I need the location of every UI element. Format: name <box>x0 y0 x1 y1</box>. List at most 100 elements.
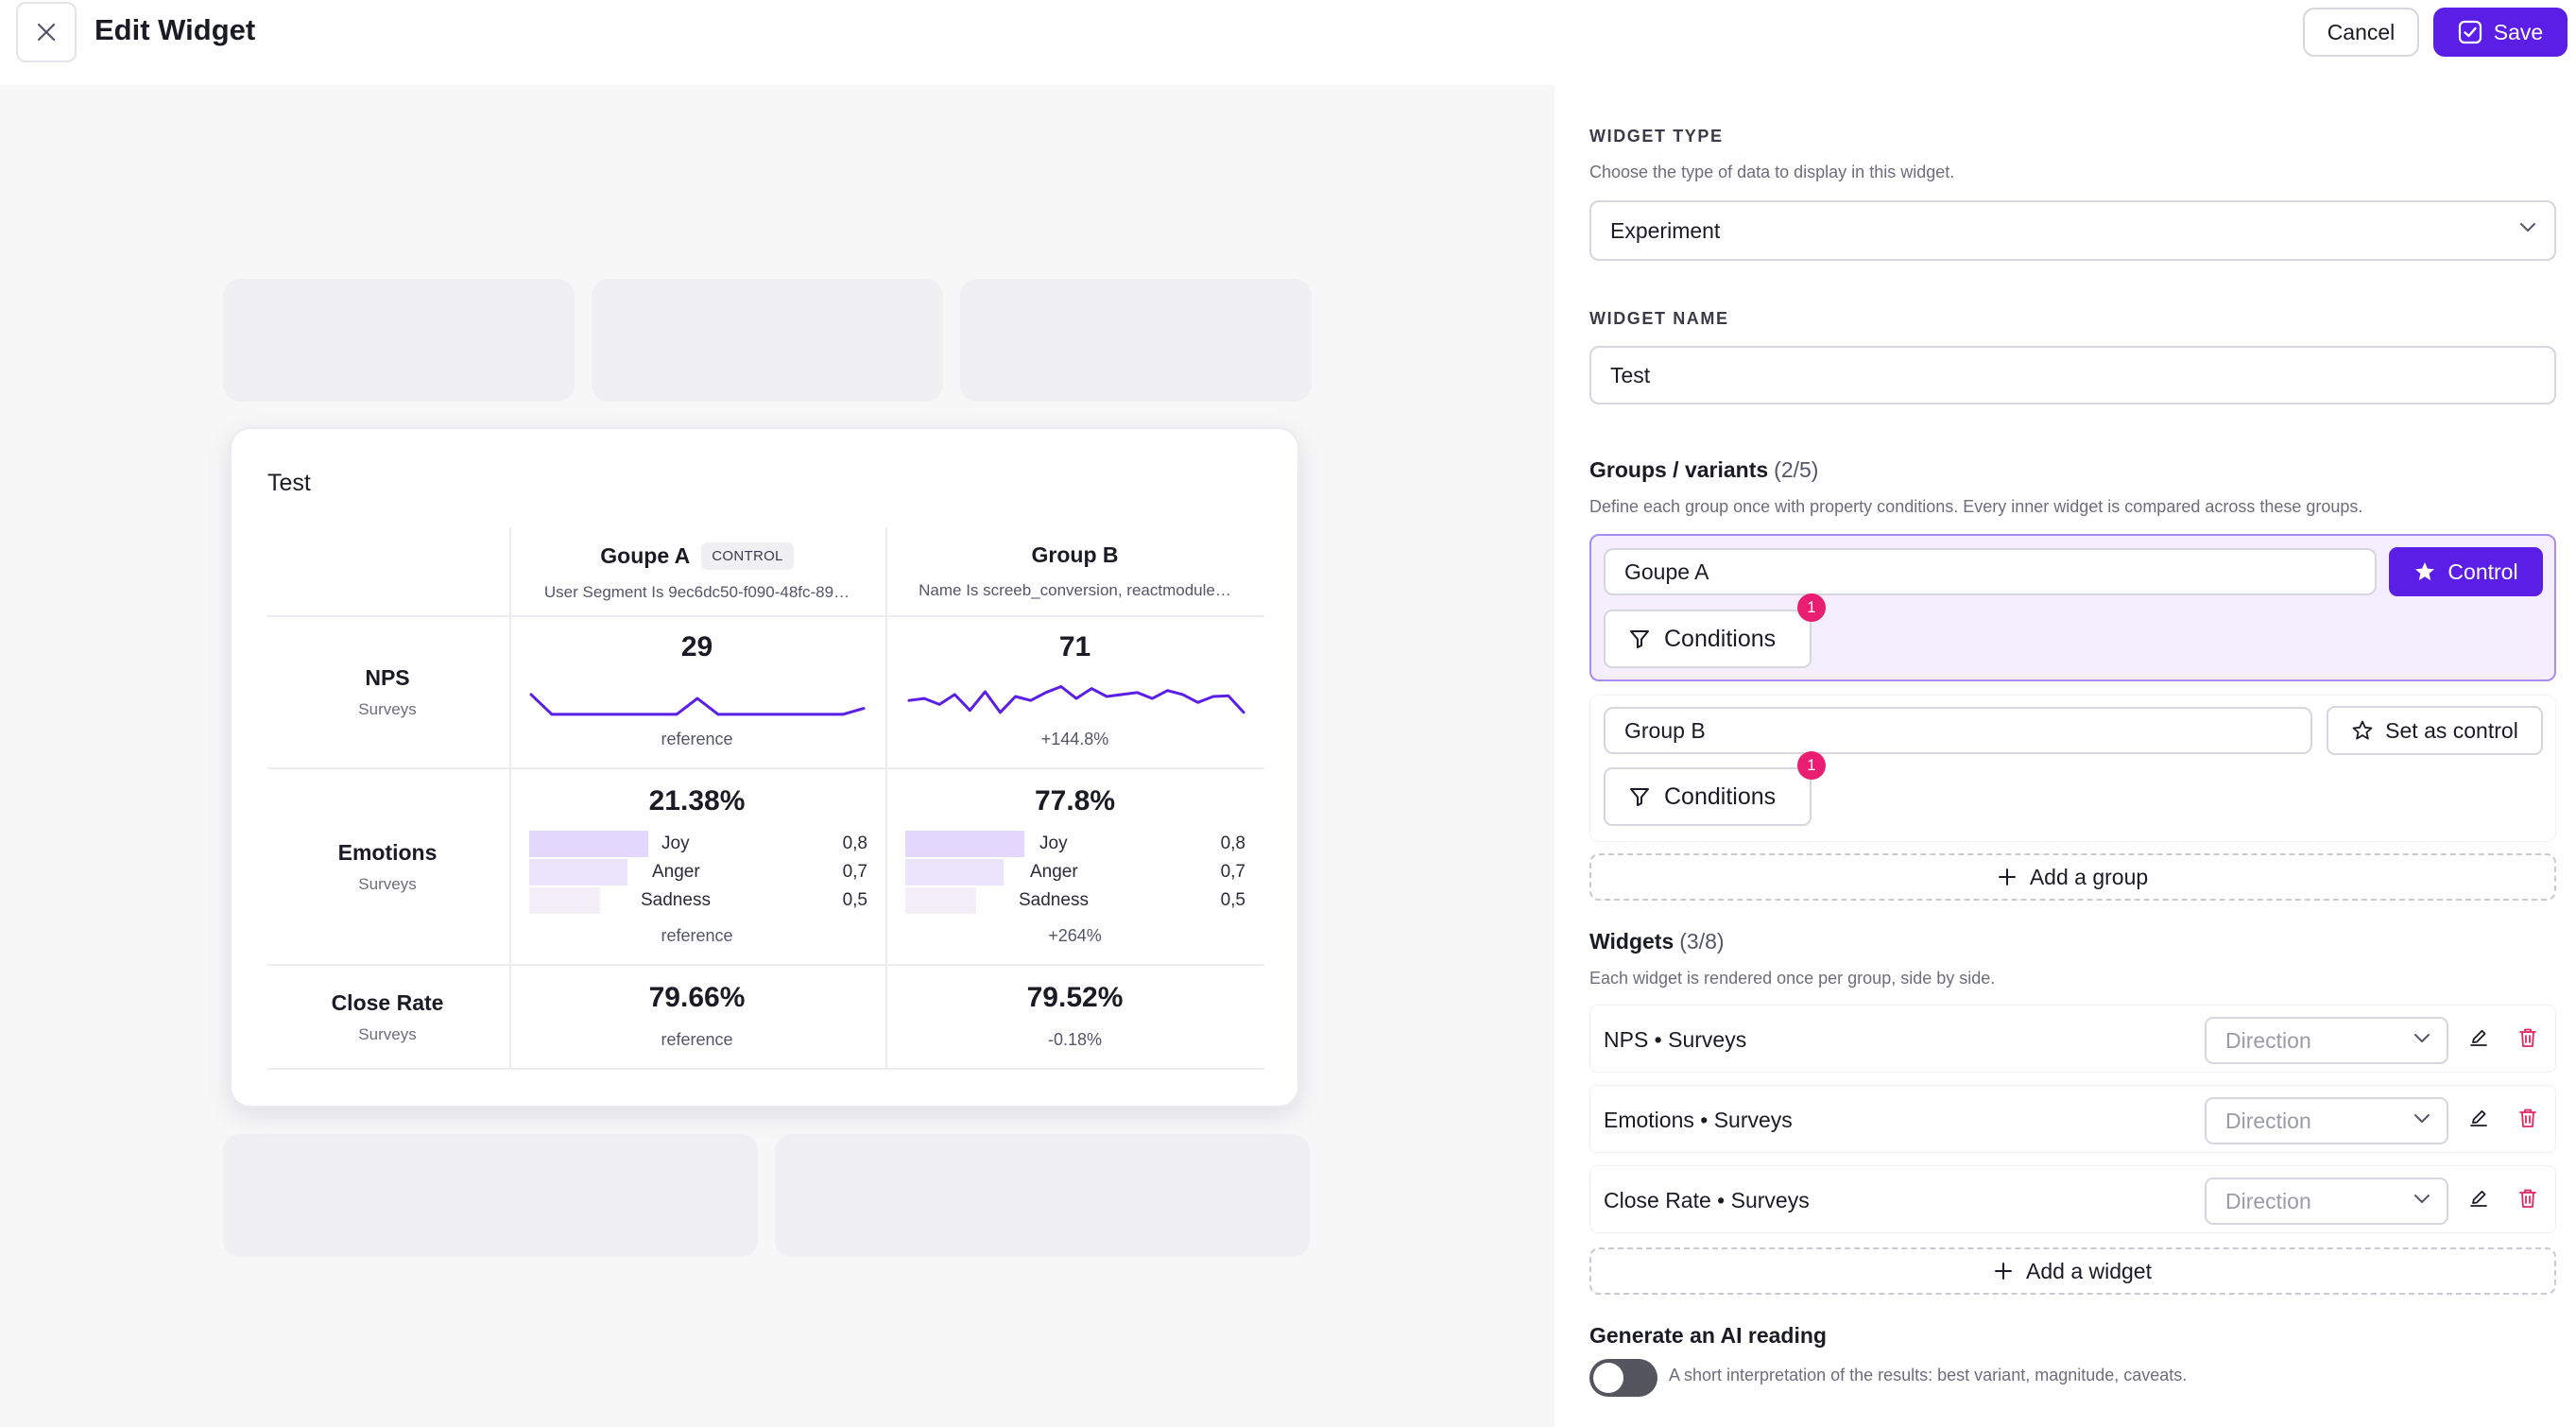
widget-type-label: WIDGET TYPE <box>1589 127 1724 146</box>
nps-sparkline <box>907 685 1245 714</box>
emotion-label: Joy <box>661 834 690 853</box>
close-rate-value: 79.52% <box>1026 982 1124 1013</box>
page-title: Edit Widget <box>94 13 256 46</box>
emotion-value: 0,8 <box>842 834 867 853</box>
emotions-value: 21.38% <box>648 785 746 817</box>
edit-icon[interactable] <box>2467 1187 2490 1210</box>
add-group-button[interactable]: Add a group <box>1589 853 2556 901</box>
trash-icon[interactable] <box>2516 1026 2539 1049</box>
emotions-delta: reference <box>661 926 733 945</box>
ai-reading-toggle[interactable] <box>1589 1359 1657 1397</box>
column-divider <box>885 527 887 1070</box>
emotion-bar <box>905 859 1004 885</box>
widgets-description: Each widget is rendered once per group, … <box>1589 969 1996 988</box>
emotion-value: 0,7 <box>1220 862 1245 882</box>
placeholder-widget <box>592 279 943 402</box>
row-label-nps: NPS Surveys <box>358 665 417 718</box>
group-column-header: Group B Name Is screeb_conversion, react… <box>902 542 1247 600</box>
emotions-delta: +264% <box>1048 926 1102 945</box>
row-divider <box>267 767 1264 769</box>
emotion-label: Sadness <box>641 890 711 910</box>
plus-icon <box>1998 868 2016 885</box>
emotion-label: Sadness <box>1019 890 1089 910</box>
widget-row-label: Close Rate • Surveys <box>1604 1187 1810 1212</box>
widget-type-select[interactable]: Experiment <box>1589 200 2556 261</box>
group-condition: Name Is screeb_conversion, reactmodule… <box>919 581 1231 599</box>
conditions-button[interactable]: Conditions <box>1604 610 1812 668</box>
emotion-value: 0,7 <box>842 862 867 882</box>
emotion-label: Joy <box>1039 834 1068 853</box>
groups-section-title: Groups / variants (2/5) <box>1589 457 1819 482</box>
chevron-down-icon <box>2414 1034 2430 1042</box>
group-condition: User Segment Is 9ec6dc50-f090-48fc-89… <box>543 583 850 601</box>
close-rate-value: 79.66% <box>648 982 746 1013</box>
set-as-control-button[interactable]: Set as control <box>2327 706 2543 755</box>
row-label-emotions: Emotions Surveys <box>337 840 438 893</box>
filter-icon <box>1630 788 1649 806</box>
placeholder-widget <box>223 279 575 402</box>
widgets-section-title: Widgets (3/8) <box>1589 929 1725 954</box>
emotion-bar <box>529 887 600 914</box>
direction-select[interactable]: Direction <box>2205 1178 2448 1225</box>
widgets-count: (3/8) <box>1679 929 1725 954</box>
save-button[interactable]: Save <box>2433 8 2567 57</box>
conditions-button[interactable]: Conditions <box>1604 767 1812 826</box>
nps-delta: +144.8% <box>1040 730 1109 748</box>
row-divider <box>267 615 1264 617</box>
trash-icon[interactable] <box>2516 1187 2539 1210</box>
widget-type-value: Experiment <box>1610 217 1721 243</box>
chevron-down-icon <box>2414 1114 2430 1123</box>
group-name-input[interactable]: Group B <box>1604 707 2312 754</box>
edit-icon[interactable] <box>2467 1026 2490 1049</box>
emotion-value: 0,8 <box>1220 834 1245 853</box>
sparkline-path <box>529 693 866 716</box>
widget-row-label: NPS • Surveys <box>1604 1026 1747 1052</box>
star-outline-icon <box>2352 720 2373 740</box>
widget-preview-title: Test <box>267 470 311 496</box>
close-button[interactable] <box>16 2 77 62</box>
widget-name-value: Test <box>1610 362 1651 387</box>
top-bar: Edit Widget Cancel Save <box>0 0 2576 85</box>
emotion-bar <box>905 831 1024 857</box>
widget-row: Close Rate • Surveys Direction <box>1589 1165 2556 1233</box>
close-rate-delta: -0.18% <box>1047 1030 1103 1049</box>
control-badge: CONTROL <box>701 542 794 570</box>
widget-row: NPS • Surveys Direction <box>1589 1005 2556 1073</box>
chevron-down-icon <box>2414 1195 2430 1203</box>
groups-description: Define each group once with property con… <box>1589 497 2363 516</box>
nps-delta: reference <box>661 730 733 748</box>
direction-select[interactable]: Direction <box>2205 1097 2448 1144</box>
row-label-close-rate: Close Rate Surveys <box>331 990 444 1043</box>
widget-name-input[interactable]: Test <box>1589 346 2556 404</box>
sparkline-path <box>907 685 1245 714</box>
row-divider <box>267 964 1264 966</box>
trash-icon[interactable] <box>2516 1107 2539 1129</box>
star-icon <box>2415 562 2435 580</box>
filter-icon <box>1630 630 1649 648</box>
placeholder-widget <box>223 1134 758 1257</box>
group-card <box>1589 695 2556 842</box>
plus-icon <box>1995 1263 2012 1280</box>
emotion-label: Anger <box>1030 862 1078 882</box>
nps-value: 71 <box>1058 631 1091 662</box>
group-name: Group B <box>1031 542 1119 567</box>
group-name-input[interactable]: Goupe A <box>1604 548 2377 595</box>
nps-sparkline <box>529 693 866 716</box>
direction-select[interactable]: Direction <box>2205 1017 2448 1064</box>
groups-count: (2/5) <box>1774 457 1819 482</box>
edit-icon[interactable] <box>2467 1107 2490 1129</box>
conditions-count-badge: 1 <box>1797 751 1826 780</box>
emotion-bar <box>529 831 648 857</box>
chevron-down-icon <box>2520 223 2535 232</box>
add-widget-button[interactable]: Add a widget <box>1589 1247 2556 1295</box>
cancel-button[interactable]: Cancel <box>2303 8 2419 57</box>
control-button[interactable]: Control <box>2389 547 2543 596</box>
emotion-value: 0,5 <box>1220 890 1245 910</box>
group-name: Goupe A <box>600 543 691 568</box>
settings-panel <box>1554 85 2576 1427</box>
column-divider <box>509 527 511 1070</box>
placeholder-widget <box>775 1134 1310 1257</box>
close-icon <box>37 23 56 42</box>
ai-reading-title: Generate an AI reading <box>1589 1323 1827 1348</box>
group-column-header: Goupe A CONTROL User Segment Is 9ec6dc50-… <box>524 542 869 602</box>
